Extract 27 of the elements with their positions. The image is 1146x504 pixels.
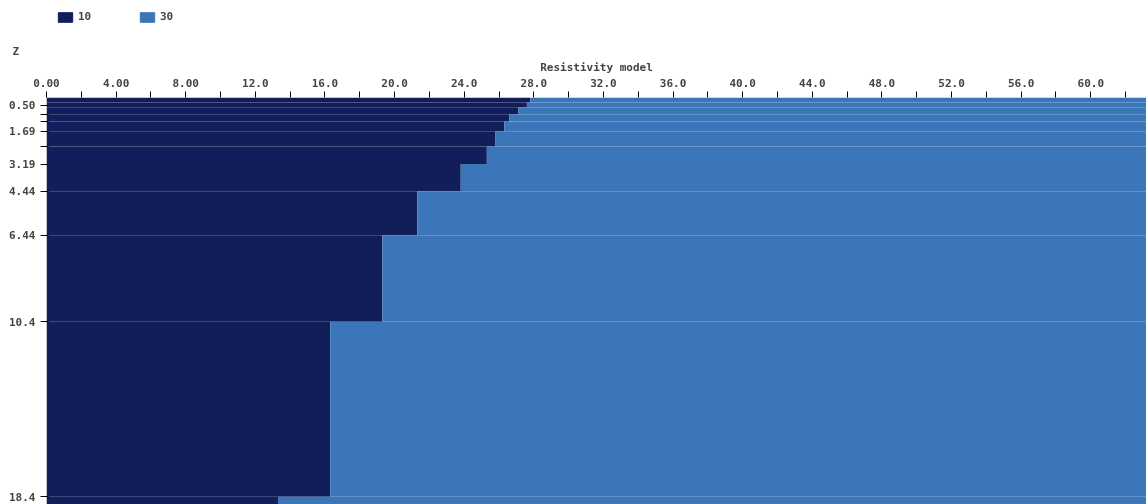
- x-tick-label: 60.0: [1077, 76, 1105, 90]
- x-tick-label: 36.0: [659, 76, 687, 90]
- x-tick-label: 16.0: [311, 76, 339, 90]
- x-tick-label: 28.0: [520, 76, 548, 90]
- y-tick-label: 6.44: [9, 229, 36, 243]
- y-tick-label: 10.4: [9, 315, 36, 329]
- legend-label: 10: [78, 10, 93, 23]
- x-tick-label: 24.0: [450, 76, 478, 90]
- y-tick-label: 4.44: [9, 185, 36, 199]
- x-tick-label: 44.0: [799, 76, 826, 90]
- x-tick-label: 40.0: [729, 76, 756, 90]
- y-tick-label: 1.69: [9, 125, 36, 139]
- x-tick-label: 4.00: [102, 76, 130, 90]
- y-tick-label: 0.50: [9, 99, 36, 113]
- x-tick-label: 0.00: [33, 76, 60, 90]
- x-tick-label: 32.0: [590, 76, 617, 90]
- x-tick-label: 12.0: [242, 76, 269, 90]
- x-axis-title: Resistivity model: [540, 60, 653, 74]
- legend-label: 30: [160, 10, 175, 23]
- y-tick-label: 3.19: [9, 158, 36, 172]
- x-tick-label: 48.0: [868, 76, 896, 90]
- x-tick-label: 8.00: [172, 76, 199, 90]
- x-tick-label: 56.0: [1007, 76, 1035, 90]
- y-tick-label: 18.4: [9, 490, 36, 504]
- y-axis-title: Z: [12, 44, 20, 58]
- x-tick-label: 20.0: [381, 76, 408, 90]
- x-tick-label: 52.0: [938, 76, 965, 90]
